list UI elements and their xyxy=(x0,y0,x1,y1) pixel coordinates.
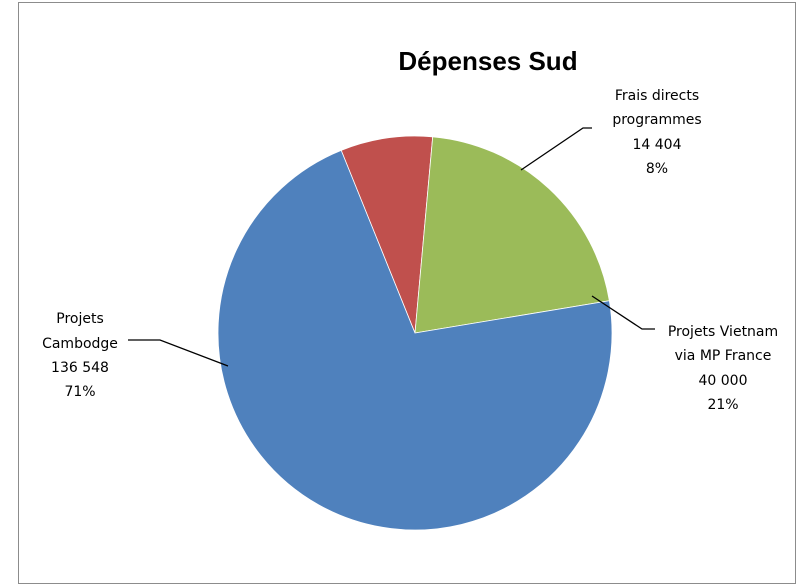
label-value: 40 000 xyxy=(699,373,748,389)
label-percent: 21% xyxy=(707,397,738,413)
pie-slices xyxy=(217,135,613,531)
leader-line-cambodge xyxy=(128,339,229,367)
pie-slice-2 xyxy=(414,136,610,334)
label-line: via MP France xyxy=(675,348,772,364)
label-line: Frais directs xyxy=(615,88,699,104)
label-value: 136 548 xyxy=(51,360,109,376)
data-label-vietnam: Projets Vietnam via MP France 40 000 21% xyxy=(668,324,778,413)
pie-slice-3 xyxy=(217,149,613,531)
chart-title: Dépenses Sud xyxy=(398,46,577,76)
leader-line-frais xyxy=(520,127,592,171)
label-line: Projets Vietnam xyxy=(668,324,778,340)
label-line: Projets xyxy=(56,311,104,327)
label-percent: 8% xyxy=(646,161,668,177)
data-label-frais: Frais directs programmes 14 404 8% xyxy=(612,88,701,177)
label-line: programmes xyxy=(612,112,701,128)
label-value: 14 404 xyxy=(633,137,682,153)
leader-line-vietnam xyxy=(591,295,655,330)
data-label-cambodge: Projets Cambodge 136 548 71% xyxy=(42,311,118,400)
label-percent: 71% xyxy=(64,384,95,400)
label-line: Cambodge xyxy=(42,336,118,352)
